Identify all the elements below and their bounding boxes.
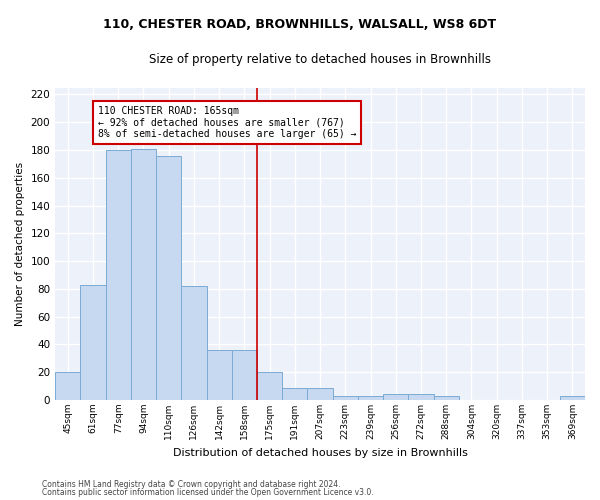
Bar — [560, 396, 585, 400]
Bar — [80, 284, 106, 400]
Text: 110, CHESTER ROAD, BROWNHILLS, WALSALL, WS8 6DT: 110, CHESTER ROAD, BROWNHILLS, WALSALL, … — [103, 18, 497, 30]
Bar — [257, 372, 282, 400]
Bar — [282, 388, 307, 400]
Bar — [131, 148, 156, 400]
Bar — [332, 396, 358, 400]
Bar — [383, 394, 409, 400]
Text: Contains HM Land Registry data © Crown copyright and database right 2024.: Contains HM Land Registry data © Crown c… — [42, 480, 341, 489]
Bar — [206, 350, 232, 400]
X-axis label: Distribution of detached houses by size in Brownhills: Distribution of detached houses by size … — [173, 448, 467, 458]
Bar — [409, 394, 434, 400]
Bar — [55, 372, 80, 400]
Title: Size of property relative to detached houses in Brownhills: Size of property relative to detached ho… — [149, 52, 491, 66]
Text: 110 CHESTER ROAD: 165sqm
← 92% of detached houses are smaller (767)
8% of semi-d: 110 CHESTER ROAD: 165sqm ← 92% of detach… — [98, 106, 356, 139]
Text: Contains public sector information licensed under the Open Government Licence v3: Contains public sector information licen… — [42, 488, 374, 497]
Bar — [358, 396, 383, 400]
Bar — [181, 286, 206, 400]
Bar — [434, 396, 459, 400]
Bar — [307, 388, 332, 400]
Y-axis label: Number of detached properties: Number of detached properties — [15, 162, 25, 326]
Bar — [232, 350, 257, 400]
Bar — [106, 150, 131, 400]
Bar — [156, 156, 181, 400]
